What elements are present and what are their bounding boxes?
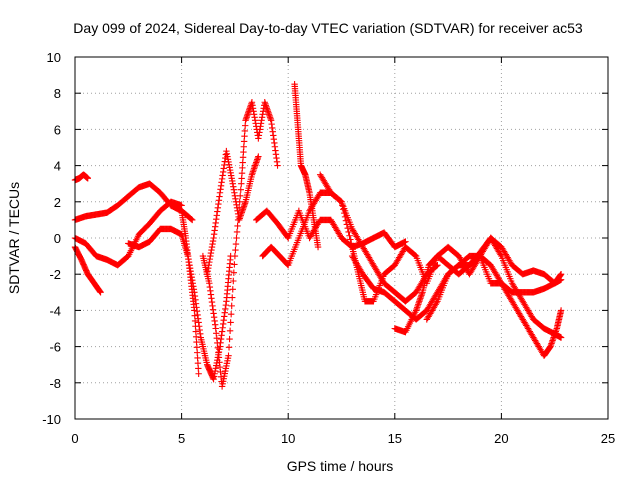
data-point bbox=[188, 215, 195, 223]
data-point bbox=[342, 217, 350, 224]
data-point bbox=[340, 209, 348, 217]
data-point bbox=[343, 221, 351, 228]
x-tick-label: 10 bbox=[281, 431, 295, 446]
data-point bbox=[557, 271, 565, 278]
x-tick-label: 20 bbox=[494, 431, 508, 446]
data-point bbox=[433, 299, 440, 307]
data-point bbox=[233, 234, 240, 242]
data-point bbox=[337, 197, 344, 205]
data-point bbox=[189, 216, 196, 224]
x-tick-label: 25 bbox=[601, 431, 615, 446]
y-tick-label: -6 bbox=[49, 340, 61, 355]
data-point bbox=[255, 153, 262, 160]
data-point bbox=[97, 289, 104, 296]
data-point bbox=[237, 186, 244, 193]
data-point bbox=[233, 228, 241, 236]
data-point bbox=[84, 175, 91, 182]
data-point bbox=[232, 246, 239, 254]
data-point bbox=[226, 327, 234, 334]
data-point bbox=[231, 261, 238, 268]
y-tick-label: 0 bbox=[54, 231, 61, 246]
chart-title: Day 099 of 2024, Sidereal Day-to-day VTE… bbox=[73, 20, 583, 36]
data-point bbox=[345, 228, 352, 236]
x-tick-label: 15 bbox=[388, 431, 402, 446]
series-arc-1 bbox=[71, 171, 91, 184]
series-arc-8 bbox=[203, 147, 262, 278]
y-tick-label: -8 bbox=[49, 376, 61, 391]
series-arc-9 bbox=[253, 207, 409, 251]
y-tick-label: -10 bbox=[42, 412, 61, 427]
data-point bbox=[228, 302, 235, 310]
data-point bbox=[178, 202, 185, 209]
data-point bbox=[314, 243, 322, 251]
series-arc-2 bbox=[71, 180, 196, 224]
data-point bbox=[497, 251, 504, 258]
series-arc-15 bbox=[423, 252, 565, 359]
y-tick-label: 2 bbox=[54, 195, 61, 210]
data-point bbox=[227, 319, 234, 326]
y-tick-label: -2 bbox=[49, 267, 61, 282]
data-points bbox=[71, 80, 565, 390]
y-tick-label: 4 bbox=[54, 159, 61, 174]
y-tick-labels: -10 -8 -6 -4 -2 0 2 4 6 8 10 bbox=[42, 50, 61, 427]
x-tick-label: 5 bbox=[178, 431, 185, 446]
data-point bbox=[341, 213, 349, 221]
y-tick-label: 10 bbox=[47, 50, 61, 65]
data-point bbox=[227, 310, 235, 318]
data-point bbox=[229, 286, 236, 293]
y-tick-label: -4 bbox=[49, 303, 61, 318]
series-arc-4 bbox=[71, 243, 104, 296]
data-point bbox=[195, 370, 202, 377]
x-tick-label: 0 bbox=[71, 431, 78, 446]
plot-frame bbox=[74, 56, 609, 420]
data-point bbox=[234, 222, 241, 230]
data-point bbox=[225, 344, 233, 351]
data-point bbox=[346, 232, 353, 239]
data-point bbox=[338, 198, 345, 205]
data-point bbox=[230, 277, 237, 285]
data-point bbox=[229, 294, 236, 301]
data-point bbox=[226, 335, 233, 343]
y-axis-label: SDTVAR / TECUs bbox=[6, 182, 22, 294]
data-point bbox=[348, 240, 355, 247]
data-point bbox=[557, 276, 565, 283]
series-arc-5 bbox=[125, 225, 234, 383]
data-point bbox=[339, 202, 346, 209]
series-arc-10 bbox=[259, 189, 441, 305]
data-point bbox=[232, 240, 240, 248]
data-point bbox=[347, 236, 354, 243]
data-point bbox=[557, 334, 565, 341]
series-arc-6 bbox=[167, 202, 202, 377]
data-point bbox=[340, 206, 347, 213]
x-axis-label: GPS time / hours bbox=[287, 458, 394, 474]
data-point bbox=[231, 252, 239, 260]
data-point bbox=[557, 307, 565, 314]
series-arc-11 bbox=[291, 80, 322, 251]
data-point bbox=[225, 352, 232, 359]
axis-ticks bbox=[74, 56, 609, 420]
series-arc-3 bbox=[71, 198, 185, 269]
y-tick-label: 8 bbox=[54, 86, 61, 101]
data-point bbox=[402, 238, 409, 245]
y-tick-label: 6 bbox=[54, 122, 61, 137]
data-point bbox=[344, 224, 351, 232]
x-tick-labels: 0 5 10 15 20 25 bbox=[71, 431, 615, 446]
data-point bbox=[274, 162, 281, 169]
data-point bbox=[230, 269, 238, 276]
